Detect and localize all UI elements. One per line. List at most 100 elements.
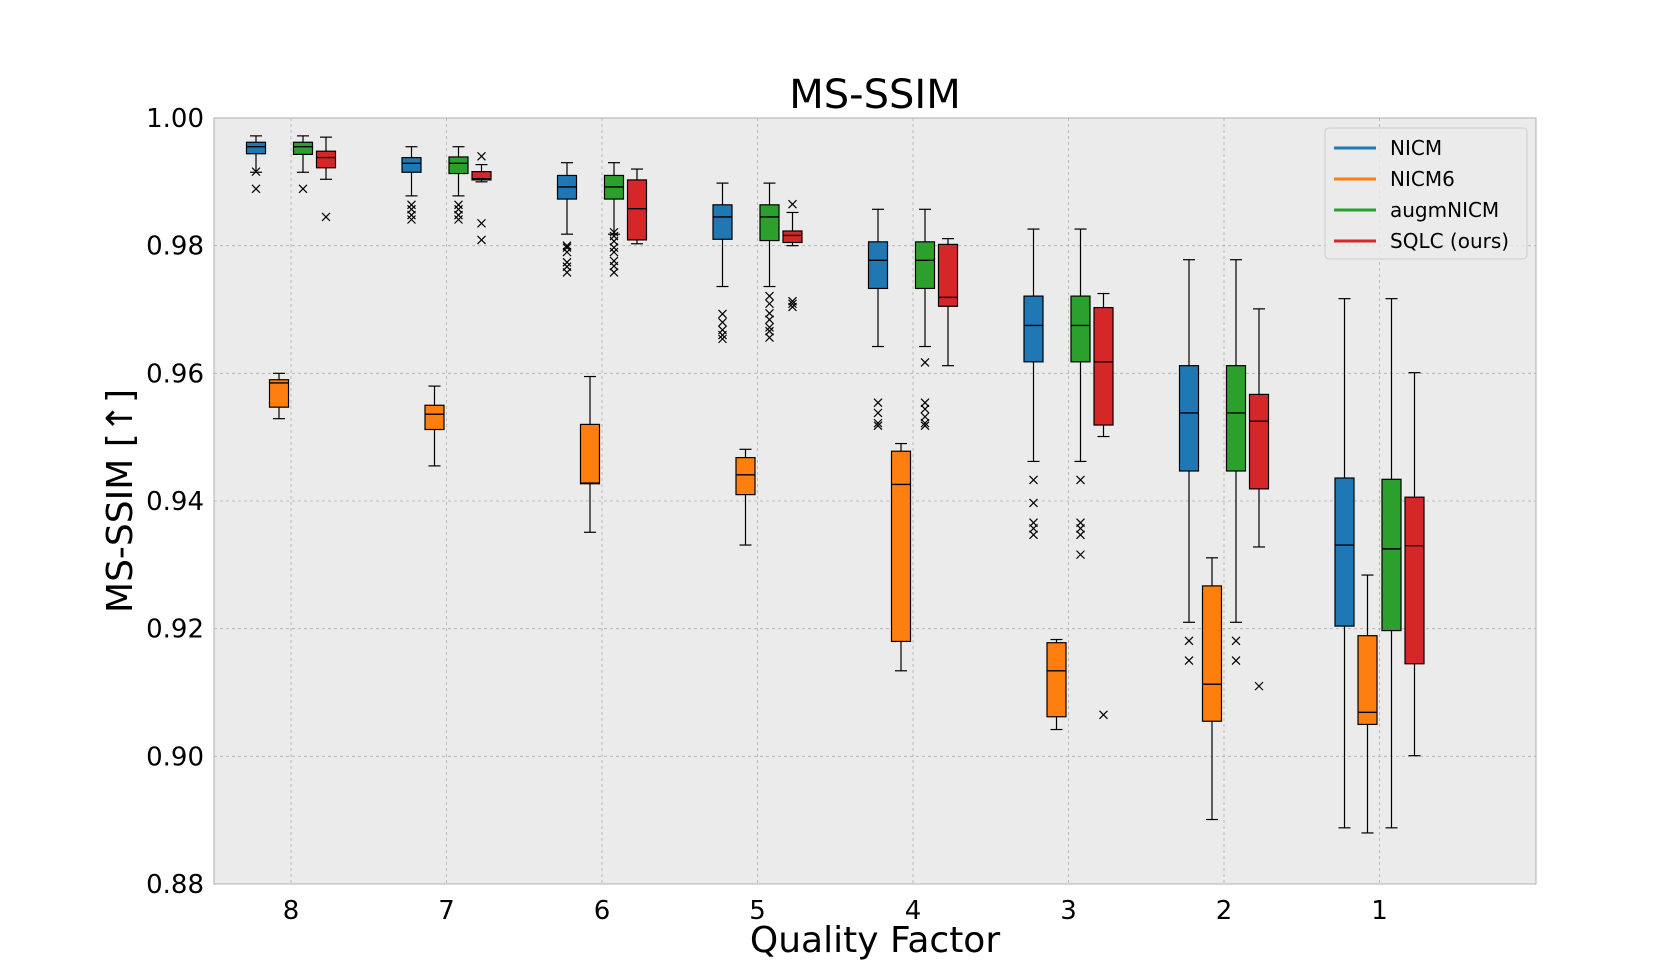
box-augmnicm-q1 bbox=[1381, 298, 1402, 829]
chart-title: MS-SSIM bbox=[789, 72, 960, 118]
box-sqlc-ours--q4 bbox=[937, 238, 959, 367]
outlier-marker bbox=[765, 299, 774, 309]
box-body bbox=[401, 156, 422, 173]
outlier-marker bbox=[609, 236, 619, 246]
x-tick-label: 5 bbox=[749, 896, 766, 926]
box-body bbox=[1046, 642, 1067, 718]
outlier-marker bbox=[454, 215, 463, 224]
outlier-marker bbox=[1029, 524, 1038, 533]
box-body bbox=[1023, 295, 1044, 363]
outlier-marker bbox=[477, 218, 486, 228]
box-body bbox=[448, 156, 469, 175]
x-tick-label: 1 bbox=[1371, 896, 1388, 926]
box-sqlc-ours--q3 bbox=[1093, 292, 1114, 720]
box-groups bbox=[245, 135, 1425, 834]
outlier-marker bbox=[718, 309, 727, 319]
box-nicm-q2 bbox=[1178, 259, 1200, 666]
outlier-marker bbox=[609, 261, 619, 271]
y-axis-ticks: 0.88 0.90 0.92 0.94 0.96 0.98 1.00 bbox=[146, 104, 204, 900]
outlier-marker bbox=[1029, 530, 1038, 540]
box-body bbox=[1201, 585, 1223, 722]
outlier-marker bbox=[765, 308, 774, 318]
box-body bbox=[1248, 393, 1270, 490]
outlier-marker bbox=[765, 326, 774, 336]
outlier-marker bbox=[1231, 656, 1241, 666]
outlier-marker bbox=[609, 227, 619, 237]
x-tick-label: 3 bbox=[1060, 896, 1077, 926]
y-tick-label: 0.98 bbox=[146, 232, 204, 262]
box-augmnicm-q3 bbox=[1070, 228, 1091, 560]
outlier-marker bbox=[1184, 636, 1194, 646]
outlier-marker bbox=[788, 302, 797, 312]
box-nicm6-q1 bbox=[1357, 574, 1378, 834]
box-body bbox=[424, 404, 445, 431]
box-nicm-q4 bbox=[867, 208, 889, 431]
outlier-marker bbox=[1029, 475, 1038, 485]
box-body bbox=[1225, 365, 1247, 472]
outlier-marker bbox=[718, 330, 727, 340]
outlier-marker bbox=[562, 247, 572, 257]
outlier-marker bbox=[873, 408, 883, 418]
outlier-marker bbox=[1076, 475, 1085, 485]
box-body bbox=[268, 379, 290, 408]
outlier-marker bbox=[765, 291, 774, 301]
y-tick-label: 0.94 bbox=[146, 487, 204, 517]
box-sqlc-ours--q5 bbox=[782, 199, 803, 312]
box-nicm6-q3 bbox=[1046, 638, 1067, 731]
box-augmnicm-q8 bbox=[292, 135, 314, 194]
box-body bbox=[245, 141, 267, 155]
box-body bbox=[1381, 478, 1402, 632]
box-nicm6-q7 bbox=[424, 385, 445, 467]
outlier-marker bbox=[562, 243, 572, 253]
y-tick-label: 0.92 bbox=[146, 615, 204, 645]
y-tick-label: 0.90 bbox=[146, 742, 204, 772]
outlier-marker bbox=[562, 241, 572, 251]
box-nicm-q3 bbox=[1023, 228, 1044, 540]
outlier-marker bbox=[609, 268, 619, 277]
outlier-marker bbox=[788, 199, 797, 209]
x-tick-label: 2 bbox=[1216, 896, 1233, 926]
box-body bbox=[782, 230, 803, 244]
outlier-marker bbox=[407, 200, 416, 210]
outlier-marker bbox=[873, 421, 883, 431]
box-augmnicm-q7 bbox=[448, 146, 469, 224]
outlier-marker bbox=[765, 315, 774, 325]
box-nicm-q8 bbox=[245, 135, 267, 194]
outlier-marker bbox=[920, 421, 930, 431]
box-body bbox=[890, 450, 912, 643]
box-body bbox=[292, 141, 314, 155]
box-nicm-q7 bbox=[401, 146, 422, 224]
box-sqlc-ours--q6 bbox=[626, 168, 648, 245]
box-body bbox=[471, 171, 492, 181]
box-body bbox=[759, 204, 780, 242]
box-augmnicm-q5 bbox=[759, 182, 780, 343]
legend-frame bbox=[1324, 127, 1528, 260]
box-body bbox=[712, 204, 733, 240]
outlier-marker bbox=[298, 184, 308, 194]
outlier-marker bbox=[920, 358, 930, 367]
outlier-marker bbox=[765, 333, 774, 343]
x-axis-ticks: 8 7 6 5 4 3 2 1 bbox=[283, 896, 1388, 926]
box-body bbox=[937, 243, 959, 307]
outlier-marker bbox=[920, 398, 930, 408]
legend-label: SQLC (ours) bbox=[1390, 229, 1509, 253]
outlier-marker bbox=[718, 334, 727, 344]
box-nicm6-q8 bbox=[268, 372, 290, 420]
outlier-marker bbox=[251, 167, 261, 177]
outlier-marker bbox=[454, 200, 463, 210]
legend-label: NICM6 bbox=[1390, 167, 1455, 191]
box-nicm6-q5 bbox=[735, 448, 756, 546]
box-body bbox=[914, 241, 936, 290]
x-tick-label: 4 bbox=[905, 896, 922, 926]
outlier-marker bbox=[609, 247, 619, 257]
outlier-marker bbox=[873, 398, 883, 408]
outlier-marker bbox=[454, 210, 463, 220]
outlier-marker bbox=[1076, 550, 1085, 560]
box-body bbox=[579, 423, 601, 485]
outlier-marker bbox=[562, 268, 572, 277]
box-body bbox=[315, 150, 337, 169]
box-nicm-q5 bbox=[712, 182, 733, 344]
y-tick-label: 0.96 bbox=[146, 359, 204, 389]
box-nicm-q6 bbox=[556, 162, 578, 277]
